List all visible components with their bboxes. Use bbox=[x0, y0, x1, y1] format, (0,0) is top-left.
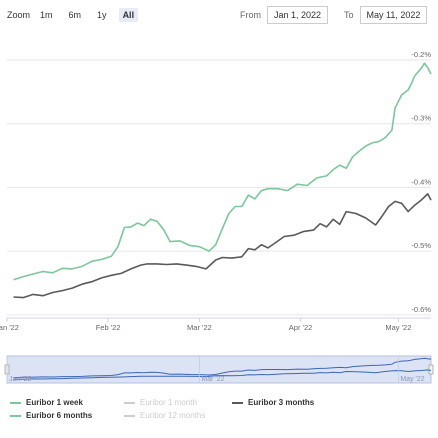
grid-lines bbox=[7, 59, 431, 316]
zoom-bar: Zoom 1m 6m 1y All bbox=[7, 8, 146, 22]
zoom-label: Zoom bbox=[7, 10, 31, 20]
legend-item-6m[interactable]: Euribor 6 months bbox=[10, 411, 92, 420]
to-label: To bbox=[344, 10, 354, 20]
zoom-1y-button[interactable]: 1y bbox=[97, 10, 107, 20]
legend-label: Euribor 1 week bbox=[26, 398, 83, 407]
navigator-tick-label: May '22 bbox=[400, 376, 424, 383]
navigator[interactable]: Jan '22 Mar '22 May '22 bbox=[0, 348, 438, 388]
legend-item-12m[interactable]: Euribor 12 months bbox=[124, 411, 205, 420]
y-tick-label: -0.5% bbox=[411, 241, 431, 250]
series-group bbox=[13, 62, 432, 299]
x-tick-label: Jan '22 bbox=[0, 323, 19, 332]
navigator-tick-label: Mar '22 bbox=[201, 376, 224, 383]
legend-label: Euribor 12 months bbox=[140, 411, 206, 420]
y-tick-label: -0.4% bbox=[411, 177, 431, 186]
to-date-input[interactable]: May 11, 2022 bbox=[359, 6, 428, 24]
navigator-ticks: Jan '22 Mar '22 May '22 bbox=[6, 356, 425, 383]
series-line-euribor-6-months bbox=[13, 62, 432, 281]
legend-swatch bbox=[10, 401, 21, 404]
zoom-1m-button[interactable]: 1m bbox=[40, 10, 53, 20]
x-tick-label: Mar '22 bbox=[187, 323, 212, 332]
from-date-input[interactable]: Jan 1, 2022 bbox=[267, 6, 329, 24]
x-tick-label: Feb '22 bbox=[96, 323, 121, 332]
legend-swatch bbox=[232, 401, 243, 404]
navigator-series-line bbox=[13, 369, 432, 380]
y-axis: -0.6% -0.5% -0.4% -0.3% -0.2% bbox=[411, 50, 431, 314]
legend-swatch bbox=[10, 414, 21, 417]
legend-swatch bbox=[124, 401, 135, 404]
legend-item-3m[interactable]: Euribor 3 months bbox=[232, 398, 314, 407]
navigator-tick-label: Jan '22 bbox=[9, 376, 31, 383]
navigator-right-handle[interactable] bbox=[428, 364, 434, 375]
legend-swatch bbox=[124, 414, 135, 417]
range-from: From Jan 1, 2022 bbox=[240, 6, 329, 24]
from-label: From bbox=[240, 10, 261, 20]
x-axis: Jan '22 Feb '22 Mar '22 Apr '22 May '22 bbox=[0, 317, 431, 332]
zoom-6m-button[interactable]: 6m bbox=[68, 10, 82, 20]
navigator-series-line bbox=[13, 357, 432, 379]
legend-item-1m[interactable]: Euribor 1 month bbox=[124, 398, 197, 407]
y-tick-label: -0.3% bbox=[411, 114, 431, 123]
legend-label: Euribor 6 months bbox=[26, 411, 93, 420]
y-tick-label: -0.6% bbox=[411, 305, 431, 314]
legend-item-1w[interactable]: Euribor 1 week bbox=[10, 398, 83, 407]
series-line-euribor-3-months bbox=[13, 193, 432, 299]
legend-label: Euribor 1 month bbox=[140, 398, 197, 407]
x-tick-label: Apr '22 bbox=[289, 323, 313, 332]
navigator-series bbox=[13, 357, 432, 380]
x-tick-label: May '22 bbox=[385, 323, 411, 332]
y-tick-label: -0.2% bbox=[411, 50, 431, 59]
line-chart: Jan '22 Feb '22 Mar '22 Apr '22 May '22 -0.6… bbox=[0, 50, 432, 332]
range-to: To May 11, 2022 bbox=[344, 6, 428, 24]
zoom-all-button[interactable]: All bbox=[118, 8, 139, 22]
legend-label: Euribor 3 months bbox=[248, 398, 315, 407]
